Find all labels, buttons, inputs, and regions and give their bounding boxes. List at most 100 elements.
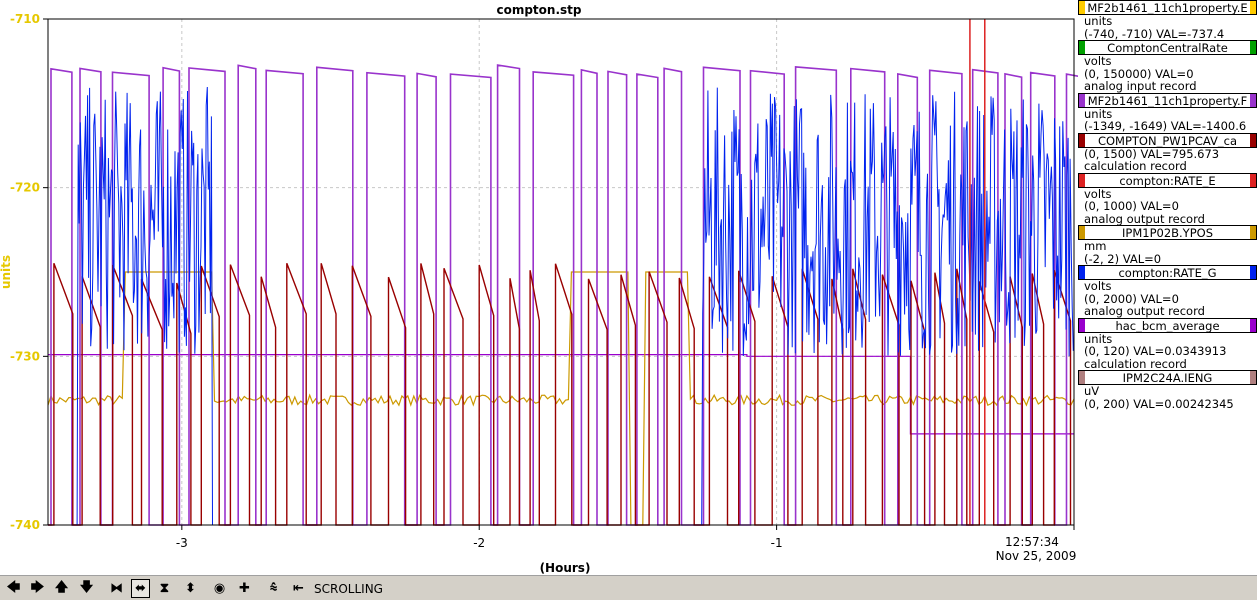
legend-entry[interactable]: IPM2C24A.IENG uV (0, 200) VAL=0.00242345 (1078, 370, 1257, 410)
arrow-left-icon[interactable]: 🡄 (6, 579, 21, 595)
crosshair-icon[interactable]: ✚ (239, 581, 250, 596)
legend-series-button[interactable]: compton:RATE_E (1078, 172, 1257, 188)
legend-entry[interactable]: hac_bcm_average units (0, 120) VAL=0.03439… (1078, 317, 1257, 371)
legend-detail-line: calculation record (1084, 356, 1187, 371)
y-tick-label: -720 (10, 181, 40, 195)
plot-frame (47, 18, 1075, 526)
toolbar: SCROLLING 🡄 🡆 🡅 🡇 ⧓ ⬌ ⧗ ⬍ ◉ ✚ ⩯ ⇤ (0, 575, 1257, 600)
legend-swatch (1079, 93, 1085, 107)
scroll-status-label: SCROLLING (314, 582, 383, 596)
arrow-right-icon[interactable]: 🡆 (30, 579, 45, 595)
legend-series-button[interactable]: IPM2C24A.IENG (1078, 370, 1257, 385)
legend-swatch (1079, 371, 1085, 384)
legend-entry[interactable]: IPM1P02B.YPOS mm (-2, 2) VAL=0 (1078, 225, 1257, 265)
legend-detail-line: analog output record (1084, 211, 1205, 226)
legend-series-button[interactable]: hac_bcm_average (1078, 317, 1257, 333)
legend-swatch (1079, 41, 1085, 54)
legend-swatch (1079, 318, 1085, 332)
legend-detail-line: calculation record (1084, 159, 1187, 173)
expand-horizontal-icon[interactable]: ⬌ (131, 579, 150, 598)
legend-series-button[interactable]: COMPTON_PW1PCAV_ca (1078, 132, 1257, 148)
x-axis-label: (Hours) (540, 561, 591, 575)
legend-detail-line: (0, 1500) VAL=795.673 (1084, 146, 1220, 161)
legend-detail-line: units (1084, 331, 1113, 346)
legend-detail-line: (-2, 2) VAL=0 (1084, 251, 1162, 266)
legend-series-button[interactable]: compton:RATE_G (1078, 265, 1257, 280)
legend-detail-line: (0, 2000) VAL=0 (1084, 291, 1179, 306)
arrow-up-icon[interactable]: 🡅 (54, 579, 69, 595)
scroll-latest-icon[interactable]: ⇤ (293, 581, 304, 596)
legend-series-name: ComptonCentralRate (1107, 41, 1228, 55)
legend-swatch (1250, 173, 1256, 187)
legend-detail-line: volts (1084, 186, 1112, 201)
legend-detail-line: (-740, -710) VAL=-737.4 (1084, 26, 1225, 41)
legend-detail-line: analog input record (1084, 79, 1197, 93)
legend-detail-line: mm (1084, 239, 1107, 253)
x-tick-label: -3 (176, 536, 188, 550)
chart-axes: -710 -720 -730 -740 -3 -2 -1 units (Hours) 12:57:… (0, 12, 1076, 575)
autoscale-icon[interactable]: ⩯ (269, 581, 278, 596)
window-title: compton.stp (496, 3, 582, 17)
arrow-down-icon[interactable]: 🡇 (79, 579, 94, 595)
y-tick-label: -740 (10, 518, 40, 532)
legend-swatch (1250, 266, 1256, 279)
legend-detail-line: analog output record (1084, 304, 1205, 318)
legend-series-name: compton:RATE_E (1119, 173, 1216, 188)
legend-swatch (1250, 133, 1256, 147)
legend-swatch (1079, 266, 1085, 279)
legend-entry[interactable]: MF2b1461_11ch1property.E units (-740, -710… (1078, 0, 1257, 40)
end-date-label: Nov 25, 2009 (996, 549, 1077, 563)
legend-swatch (1079, 226, 1085, 239)
legend-series-name: COMPTON_PW1PCAV_ca (1097, 133, 1238, 148)
legend-entry[interactable]: COMPTON_PW1PCAV_ca (0, 1500) VAL=795.673 c… (1078, 132, 1257, 173)
legend-series-button[interactable]: ComptonCentralRate (1078, 40, 1257, 55)
legend-series-name: IPM2C24A.IENG (1122, 371, 1213, 385)
legend-series-button[interactable]: MF2b1461_11ch1property.F (1078, 92, 1257, 108)
legend-detail-line: (0, 200) VAL=0.00242345 (1084, 396, 1234, 411)
legend-swatch (1250, 93, 1256, 107)
series-hac-bcm-average (48, 354, 1074, 435)
legend-swatch (1250, 1, 1256, 14)
legend-detail-line: (-1349, -1649) VAL=-1400.6 (1084, 119, 1247, 133)
legend-detail-line: units (1084, 14, 1113, 28)
legend-series-name: MF2b1461_11ch1property.E (1087, 1, 1248, 15)
compress-vertical-icon[interactable]: ⧗ (159, 581, 170, 596)
legend-swatch (1079, 173, 1085, 187)
legend-detail-line: uV (1084, 384, 1100, 398)
zoom-fit-icon[interactable]: ◉ (213, 581, 226, 596)
legend-detail-line: volts (1084, 54, 1112, 68)
legend-series-name: hac_bcm_average (1115, 318, 1220, 333)
series-mf2b1461-f (48, 64, 1078, 526)
legend-series-name: MF2b1461_11ch1property.F (1087, 93, 1248, 108)
legend-detail-line: (0, 150000) VAL=0 (1084, 66, 1194, 81)
x-tick-label: -1 (771, 536, 783, 550)
legend-swatch (1079, 133, 1085, 147)
legend-detail-line: volts (1084, 279, 1112, 293)
compress-horizontal-icon[interactable]: ⧓ (110, 581, 123, 596)
legend-entry[interactable]: ComptonCentralRate volts (0, 150000) VAL=0… (1078, 40, 1257, 93)
legend-swatch (1250, 371, 1256, 384)
legend-detail-line: units (1084, 106, 1113, 121)
legend-swatch (1250, 226, 1256, 239)
legend-swatch (1079, 1, 1085, 14)
legend-detail-line: (0, 1000) VAL=0 (1084, 199, 1179, 213)
legend-panel: MF2b1461_11ch1property.E units (-740, -710… (1078, 0, 1257, 410)
legend-series-name: IPM1P02B.YPOS (1122, 226, 1213, 240)
y-tick-label: -730 (10, 349, 40, 363)
legend-detail-line: (0, 120) VAL=0.0343913 (1084, 344, 1227, 358)
legend-swatch (1250, 318, 1256, 332)
strip-chart-plot[interactable]: -710 -720 -730 -740 -3 -2 -1 units (Hours) 12:57:… (0, 0, 1078, 575)
legend-series-name: compton:RATE_G (1118, 266, 1217, 280)
y-axis-label: units (0, 255, 13, 289)
legend-swatch (1250, 41, 1256, 54)
legend-series-button[interactable]: IPM1P02B.YPOS (1078, 225, 1257, 240)
x-tick-label: -2 (473, 536, 485, 550)
y-tick-label: -710 (10, 12, 40, 26)
expand-vertical-icon[interactable]: ⬍ (185, 581, 196, 596)
legend-entry[interactable]: MF2b1461_11ch1property.F units (-1349, -16… (1078, 92, 1257, 133)
chart-series (47, 19, 1078, 526)
end-time-label: 12:57:34 (1005, 535, 1059, 549)
legend-series-button[interactable]: MF2b1461_11ch1property.E (1078, 0, 1257, 15)
